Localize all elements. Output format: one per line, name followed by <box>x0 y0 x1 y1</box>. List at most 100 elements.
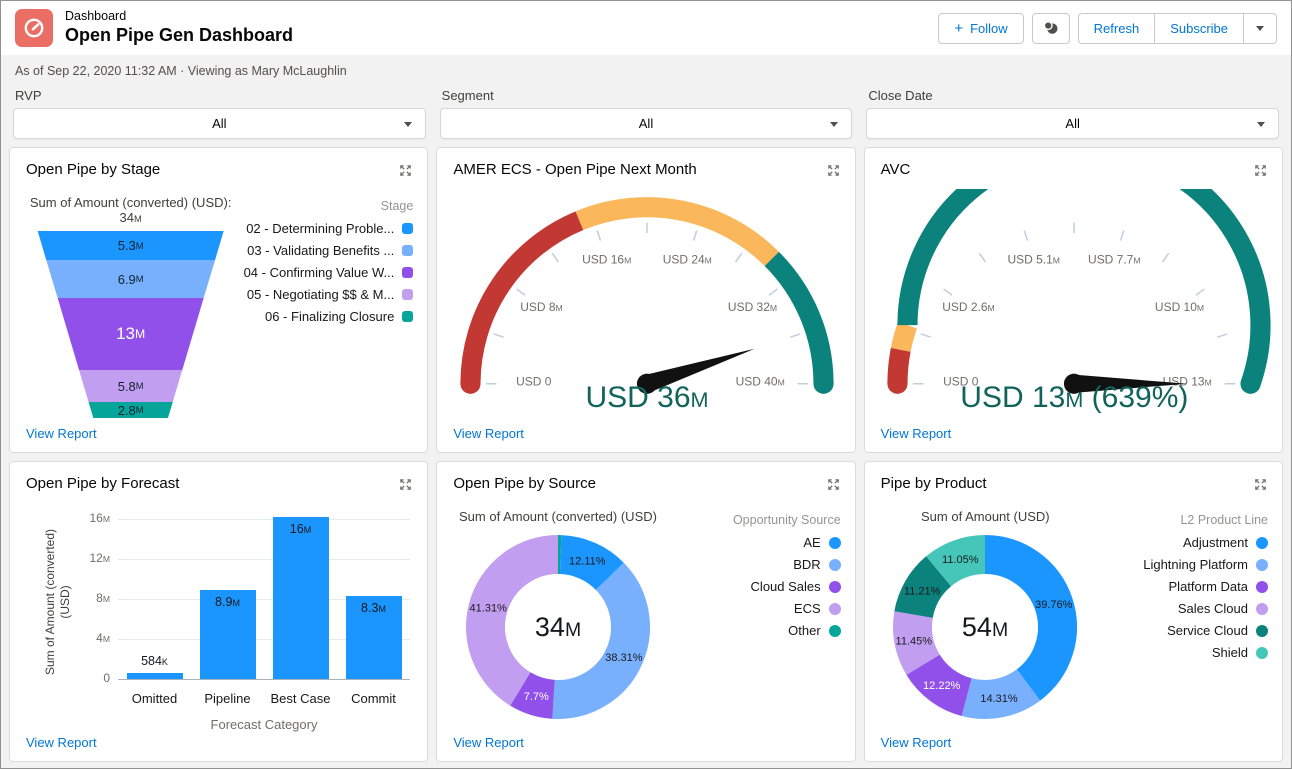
funnel-chart[interactable]: Sum of Amount (converted) (USD): 34M 5.3 M… <box>10 187 427 418</box>
card-title: Open Pipe by Source <box>453 475 596 492</box>
view-report-link[interactable]: View Report <box>26 426 97 441</box>
chart-title: Sum of Amount (converted) (USD) <box>459 509 657 524</box>
view-report-link[interactable]: View Report <box>880 426 952 441</box>
rvp-filter-dropdown[interactable]: All <box>13 108 426 139</box>
legend-swatch <box>828 558 841 571</box>
bar-zone: Sum of Amount (converted) (USD) 16M 12M 8M 4… <box>26 503 418 735</box>
legend-swatch <box>1256 624 1268 637</box>
follow-button[interactable]: + Follow <box>938 12 1024 44</box>
card-title: Pipe by Product <box>880 475 987 492</box>
donut-chart[interactable]: Sum of Amount (converted) (USD) 12.11% 38.… <box>437 501 854 726</box>
legend-item: Adjustment <box>1183 535 1268 550</box>
legend-label: ECS <box>793 601 821 616</box>
filter-bar: RVP All Segment All Close Date All <box>1 80 1291 145</box>
donut-segment-cloud-sales <box>510 671 556 719</box>
bar-chart[interactable]: Sum of Amount (converted) (USD) 16M 12M 8M 4… <box>10 501 427 735</box>
legend-swatch <box>1256 558 1268 571</box>
donut-chart[interactable]: Sum of Amount (USD) 39.76% 14.31% 12.22% 11.… <box>865 501 1282 726</box>
legend-label: 05 - Negotiating $$ & M... <box>246 287 395 302</box>
bar-pipeline[interactable] <box>199 590 256 679</box>
circles-icon <box>1043 21 1058 34</box>
donut-segment-adjustment <box>984 535 1078 701</box>
donut-segment-shield <box>926 535 987 587</box>
donut-segment-lightning-platform <box>962 668 1041 719</box>
legend-item: BDR <box>793 557 841 572</box>
legend-item: AE <box>803 535 841 550</box>
funnel-segment[interactable]: 6.9 M <box>46 260 216 298</box>
funnel-segment[interactable]: 2.8 M <box>88 402 173 418</box>
legend-item: 06 - Finalizing Closure <box>265 309 414 324</box>
legend-swatch <box>402 311 414 322</box>
legend-label: Adjustment <box>1182 535 1248 550</box>
legend-item: Platform Data <box>1169 579 1268 594</box>
bar-plot[interactable]: Sum of Amount (converted) (USD) 16M 12M 8M 4… <box>26 503 418 735</box>
legend-swatch <box>1256 646 1268 659</box>
y-tick-label: 0 <box>103 671 110 685</box>
page-title: Open Pipe Gen Dashboard <box>65 25 294 46</box>
funnel-segment[interactable]: 13 M <box>57 298 204 370</box>
expand-icon[interactable] <box>1253 477 1268 497</box>
legend-item: Service Cloud <box>1167 623 1268 638</box>
legend-label: 03 - Validating Benefits ... <box>247 243 395 258</box>
legend-swatch <box>1256 536 1268 549</box>
card-amer-ecs-gauge: AMER ECS - Open Pipe Next Month USD 0 USD… <box>436 147 856 453</box>
legend-item: Lightning Platform <box>1143 557 1268 572</box>
dashboard-icon <box>15 9 53 47</box>
filter-close-date: Close Date All <box>866 84 1279 139</box>
svg-text:USD 0: USD 0 <box>943 375 979 389</box>
expand-icon[interactable] <box>826 477 841 497</box>
svg-text:USD 32M: USD 32M <box>728 300 777 314</box>
bar-best-case[interactable] <box>272 517 329 679</box>
funnel-shape[interactable]: 5.3 M 6.9 M 13 M 5.8 M 2.8 M <box>31 231 231 418</box>
card-title: Open Pipe by Forecast <box>26 475 180 492</box>
legend-item: Other <box>788 623 841 638</box>
gauge-value: USD 36M <box>585 381 709 414</box>
funnel-segment[interactable]: 5.3 M <box>37 231 224 260</box>
gridline <box>118 639 410 640</box>
close-date-filter-dropdown[interactable]: All <box>866 108 1279 139</box>
donut-segment-bdr <box>552 562 650 719</box>
view-report-link[interactable]: View Report <box>26 735 97 750</box>
svg-text:USD 0: USD 0 <box>516 375 552 389</box>
donut-zone: Sum of Amount (USD) 39.76% 14.31% 12.22% 11.… <box>881 503 1090 726</box>
legend-title: Opportunity Source <box>732 513 841 527</box>
filter-value: All <box>1065 116 1080 131</box>
filter-value: All <box>212 116 227 131</box>
view-report-link[interactable]: View Report <box>880 735 952 750</box>
svg-text:USD 13M: USD 13M <box>1163 375 1212 389</box>
svg-text:39.76%: 39.76% <box>1035 599 1073 611</box>
segment-filter-dropdown[interactable]: All <box>439 108 853 139</box>
bar-commit[interactable] <box>345 596 402 679</box>
refresh-button[interactable]: Refresh <box>1077 12 1155 44</box>
subscribe-button[interactable]: Subscribe <box>1154 12 1243 44</box>
svg-text:USD 24M: USD 24M <box>663 253 712 267</box>
svg-text:USD 5.1M: USD 5.1M <box>1008 253 1060 267</box>
card-title: Open Pipe by Stage <box>26 161 161 178</box>
funnel-segment[interactable]: 5.8 M <box>79 370 183 402</box>
expand-icon[interactable] <box>398 477 413 497</box>
more-actions-button[interactable] <box>1243 12 1277 44</box>
x-category-label: Best Case <box>270 691 331 706</box>
svg-text:7.7%: 7.7% <box>524 691 549 703</box>
legend-item: 04 - Confirming Value W... <box>244 265 414 280</box>
gauge-chart[interactable]: USD 0 USD 8M USD 16M USD 24M USD 32M USD 40M U… <box>437 187 854 415</box>
legend-label: Platform Data <box>1168 579 1248 594</box>
view-report-link[interactable]: View Report <box>453 426 524 441</box>
view-report-link[interactable]: View Report <box>453 735 524 750</box>
gauge-chart[interactable]: USD 0 USD 2.6M USD 5.1M USD 7.7M USD 10M USD … <box>865 187 1282 415</box>
funnel-zone: Sum of Amount (converted) (USD): 34M 5.3 M… <box>26 189 235 418</box>
chart-legend: Opportunity Source AE BDR Cloud Sales ECS Oth… <box>663 503 841 726</box>
page-header: Dashboard Open Pipe Gen Dashboard + Foll… <box>1 1 1291 55</box>
card-open-pipe-by-source: Open Pipe by Source Sum of Amount (conve… <box>436 461 856 762</box>
donut-segment-ecs <box>466 535 559 706</box>
circles-icon-button[interactable] <box>1031 12 1070 44</box>
expand-icon[interactable] <box>1253 163 1268 183</box>
expand-icon[interactable] <box>826 163 841 183</box>
card-open-pipe-by-forecast: Open Pipe by Forecast Sum of Amount (con… <box>9 461 429 762</box>
legend-swatch <box>828 602 841 615</box>
expand-icon[interactable] <box>398 163 413 183</box>
gridline <box>118 599 410 600</box>
bar-omitted[interactable] <box>126 673 183 679</box>
gauge-value: USD 13M (639%) <box>960 381 1189 414</box>
